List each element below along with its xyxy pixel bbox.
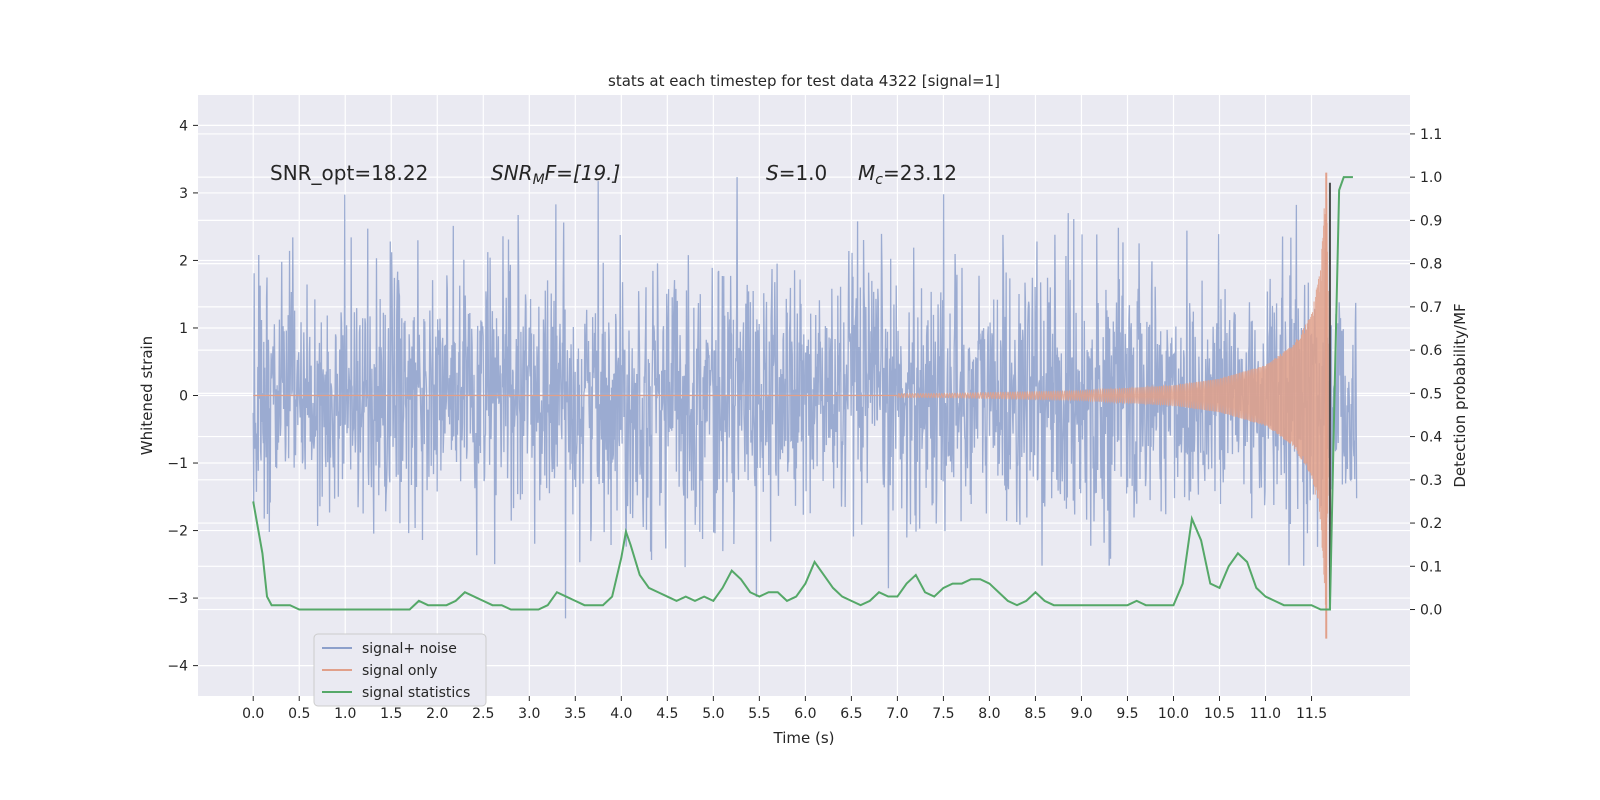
x-tick-label: 7.0 bbox=[886, 706, 908, 722]
x-tick-label: 10.0 bbox=[1158, 706, 1189, 722]
x-tick-label: 0.0 bbox=[242, 706, 264, 722]
x-tick-label: 4.5 bbox=[656, 706, 678, 722]
x-tick-label: 9.0 bbox=[1070, 706, 1092, 722]
annotation-snr-opt: SNR_opt=18.22 bbox=[270, 161, 428, 185]
y-right-tick-label: 0.6 bbox=[1420, 343, 1442, 359]
legend-label-signal-statistics: signal statistics bbox=[362, 685, 470, 701]
y-right-tick-label: 0.4 bbox=[1420, 430, 1442, 446]
y-axis-left-label: Whitened strain bbox=[138, 336, 156, 455]
x-tick-label: 8.5 bbox=[1024, 706, 1046, 722]
statistics-line bbox=[252, 176, 1353, 611]
y-right-tick-label: 0.9 bbox=[1420, 213, 1442, 229]
chart-title: stats at each timestep for test data 432… bbox=[608, 72, 1000, 90]
noise-line bbox=[252, 177, 1358, 619]
y-left-tick-label: 4 bbox=[179, 118, 188, 134]
x-tick-label: 7.5 bbox=[932, 706, 954, 722]
y-left-tick-label: −4 bbox=[167, 659, 188, 675]
y-right-tick-label: 1.0 bbox=[1420, 170, 1442, 186]
x-tick-label: 5.5 bbox=[748, 706, 770, 722]
legend-label-signal-noise: signal+ noise bbox=[362, 641, 457, 657]
x-tick-label: 6.0 bbox=[794, 706, 816, 722]
series-signal-noise bbox=[252, 177, 1358, 619]
y-right-tick-label: 0.7 bbox=[1420, 300, 1442, 316]
axis-ticks: 0.0 0.5 1.0 1.5 2.0 2.5 3.0 3.5 4.0 4.5 5.0 5.5 6.0 6… bbox=[167, 118, 1442, 722]
series-signal-only bbox=[253, 172, 1331, 639]
y-left-tick-label: 1 bbox=[179, 321, 188, 337]
y-right-tick-label: 0.2 bbox=[1420, 516, 1442, 532]
y-right-tick-label: 0.8 bbox=[1420, 257, 1442, 273]
x-tick-label: 9.5 bbox=[1116, 706, 1138, 722]
y-left-tick-label: −1 bbox=[167, 456, 188, 472]
y-left-tick-label: 2 bbox=[179, 253, 188, 269]
legend-box bbox=[313, 633, 487, 707]
x-tick-label: 5.0 bbox=[702, 706, 724, 722]
x-axis-label: Time (s) bbox=[773, 729, 835, 747]
x-tick-label: 6.5 bbox=[840, 706, 862, 722]
x-tick-label: 3.5 bbox=[564, 706, 586, 722]
y-axis-right-label: Detection probability/MF bbox=[1451, 303, 1469, 487]
x-tick-label: 3.0 bbox=[518, 706, 540, 722]
legend-label-signal-only: signal only bbox=[362, 663, 437, 679]
annotation-mc: Mc=23.12 bbox=[858, 161, 957, 188]
annotation-s: S=1.0 bbox=[766, 161, 827, 185]
x-tick-label: 1.0 bbox=[334, 706, 356, 722]
y-left-tick-label: −3 bbox=[167, 591, 188, 607]
y-right-tick-label: 0.0 bbox=[1420, 603, 1442, 619]
x-tick-label: 8.0 bbox=[978, 706, 1000, 722]
x-tick-label: 2.5 bbox=[472, 706, 494, 722]
x-tick-label: 0.5 bbox=[288, 706, 310, 722]
legend: signal+ noise signal only signal statist… bbox=[313, 633, 487, 707]
signal-chirp-line bbox=[897, 174, 1331, 605]
y-right-tick-label: 0.5 bbox=[1420, 386, 1442, 402]
y-left-tick-label: 3 bbox=[179, 186, 188, 202]
y-left-tick-label: 0 bbox=[179, 389, 188, 405]
y-left-tick-label: −2 bbox=[167, 524, 188, 540]
x-tick-label: 2.0 bbox=[426, 706, 448, 722]
x-tick-label: 4.0 bbox=[610, 706, 632, 722]
x-tick-label: 1.5 bbox=[380, 706, 402, 722]
y-right-tick-label: 1.1 bbox=[1420, 127, 1442, 143]
x-tick-label: 10.5 bbox=[1204, 706, 1235, 722]
x-tick-label: 11.5 bbox=[1296, 706, 1327, 722]
annotation-snr-mf: SNRMF=[19.] bbox=[491, 161, 620, 188]
series-signal-statistics bbox=[252, 176, 1353, 611]
x-tick-label: 11.0 bbox=[1250, 706, 1281, 722]
y-right-tick-label: 0.1 bbox=[1420, 559, 1442, 575]
y-right-tick-label: 0.3 bbox=[1420, 473, 1442, 489]
